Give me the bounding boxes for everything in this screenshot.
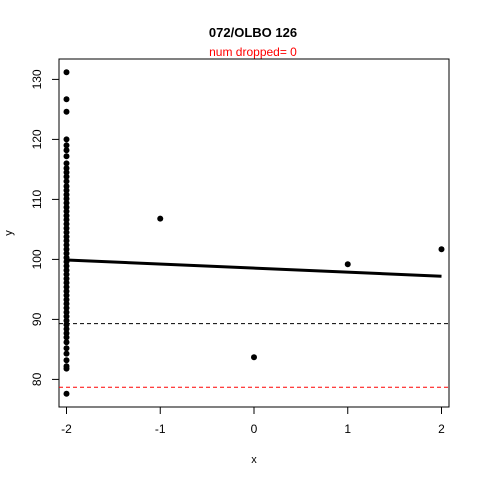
reference-lines <box>59 323 449 388</box>
y-axis-label: y <box>3 230 15 236</box>
data-point <box>63 267 70 274</box>
data-point <box>63 178 70 185</box>
x-tick-label: 1 <box>344 422 351 436</box>
data-point <box>63 233 70 240</box>
x-tick-label: -2 <box>61 422 72 436</box>
data-point <box>251 354 257 361</box>
data-point <box>63 300 70 307</box>
x-tick-label: -1 <box>155 422 166 436</box>
data-point <box>63 284 70 290</box>
y-tick-label: 130 <box>30 69 44 89</box>
data-point <box>63 339 70 346</box>
data-point <box>63 350 70 357</box>
data-point <box>63 263 70 269</box>
regression-line-group <box>66 258 442 278</box>
data-point <box>157 215 164 222</box>
data-point <box>63 305 70 311</box>
y-axis: 80 90 100 110 120 130 <box>30 69 60 386</box>
data-point <box>63 330 70 337</box>
data-point <box>63 221 70 227</box>
data-point <box>63 246 70 253</box>
data-point <box>63 108 70 115</box>
data-point <box>63 326 70 332</box>
data-point <box>63 292 70 299</box>
data-point <box>63 279 70 286</box>
y-tick-label: 110 <box>30 190 44 209</box>
data-point <box>63 345 70 352</box>
data-point <box>63 242 70 248</box>
data-point <box>63 204 70 211</box>
data-point <box>63 160 70 167</box>
data-point <box>63 250 70 257</box>
y-tick-label: 120 <box>30 129 44 149</box>
data-point <box>344 261 351 268</box>
data-point <box>63 390 70 397</box>
data-point <box>63 200 70 206</box>
data-point <box>63 142 70 149</box>
data-point <box>63 365 70 372</box>
y-tick-label: 100 <box>30 249 44 269</box>
regression-line <box>66 258 442 278</box>
x-axis-label: x <box>251 454 257 466</box>
data-point <box>63 187 70 194</box>
data-point <box>63 169 70 176</box>
data-point <box>63 69 70 76</box>
data-point <box>63 275 70 282</box>
y-tick-label: 80 <box>30 372 44 386</box>
data-point <box>63 271 70 278</box>
chart-subtitle: num dropped= 0 <box>209 45 297 59</box>
data-point <box>63 334 70 341</box>
data-point <box>63 183 70 190</box>
data-point <box>63 147 70 154</box>
y-tick-label: 90 <box>30 312 44 326</box>
data-point <box>63 309 70 316</box>
data-point <box>63 96 70 103</box>
x-tick-label: 2 <box>438 422 445 436</box>
data-points <box>63 69 445 397</box>
data-point <box>63 296 70 303</box>
data-point <box>63 212 70 219</box>
x-tick-label: 0 <box>251 422 258 436</box>
data-point <box>63 237 70 244</box>
data-point <box>63 195 70 202</box>
data-point <box>63 357 70 364</box>
data-point <box>63 288 70 295</box>
x-axis: -2 -1 0 1 2 <box>61 406 445 436</box>
data-point <box>63 216 70 223</box>
data-point <box>438 246 445 253</box>
data-point <box>63 321 70 328</box>
data-point <box>63 229 70 236</box>
data-point <box>63 208 70 215</box>
data-point <box>63 225 70 232</box>
data-point <box>63 313 70 320</box>
data-point <box>63 136 70 143</box>
data-point <box>63 258 70 265</box>
data-point <box>63 173 70 180</box>
data-point <box>63 317 70 324</box>
chart-title: 072/OLBO 126 <box>209 25 297 40</box>
data-point <box>63 165 70 172</box>
data-point <box>63 254 70 261</box>
data-point <box>63 191 70 198</box>
data-point <box>63 153 70 160</box>
